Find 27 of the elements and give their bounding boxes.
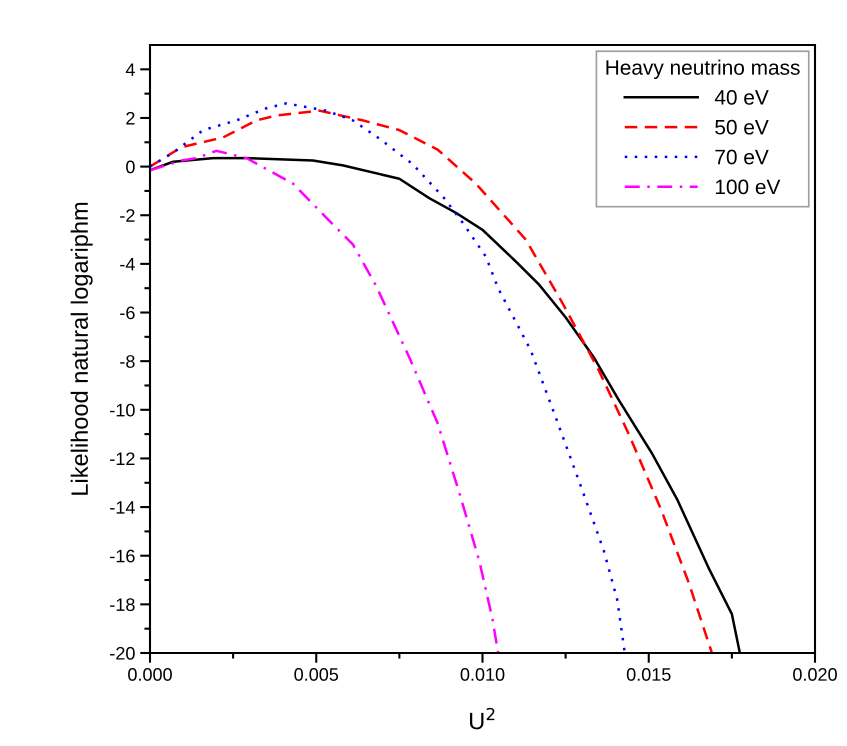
x-tick-label: 0.015 [626, 668, 671, 681]
x-axis-title: U$^{2}$ [470, 708, 494, 730]
y-tick-label: -8 [120, 355, 135, 368]
y-tick-label: -6 [120, 306, 135, 320]
y-axis-title: Likelihood natural logariphm [70, 202, 93, 495]
y-tick-label: -12 [110, 452, 135, 465]
line-series [150, 150, 500, 653]
legend-label: 50 eV [715, 120, 769, 135]
x-tick-label: 0.000 [128, 668, 172, 681]
legend-title: Heavy neutrino mass [606, 60, 800, 80]
legend-label: 100 eV [716, 179, 780, 194]
y-tick-label: -4 [120, 258, 135, 270]
legend-label: 40 eV [714, 90, 769, 105]
y-tick-label: -2 [120, 209, 135, 222]
x-tick-label: 0.020 [793, 668, 837, 681]
y-tick-label: -16 [110, 550, 135, 562]
x-tick-label: 0.005 [294, 668, 338, 681]
y-tick-label: -10 [110, 404, 135, 417]
y-tick-label: 2 [126, 112, 135, 124]
y-tick-label: -20 [110, 646, 135, 660]
y-tick-label: -14 [110, 501, 135, 514]
y-tick-label: -18 [110, 598, 135, 612]
y-tick-label: 4 [126, 63, 135, 76]
line-series [150, 102, 626, 653]
y-tick-label: 0 [126, 160, 135, 174]
x-tick-label: 0.010 [460, 668, 504, 681]
legend-label: 70 eV [715, 150, 769, 164]
